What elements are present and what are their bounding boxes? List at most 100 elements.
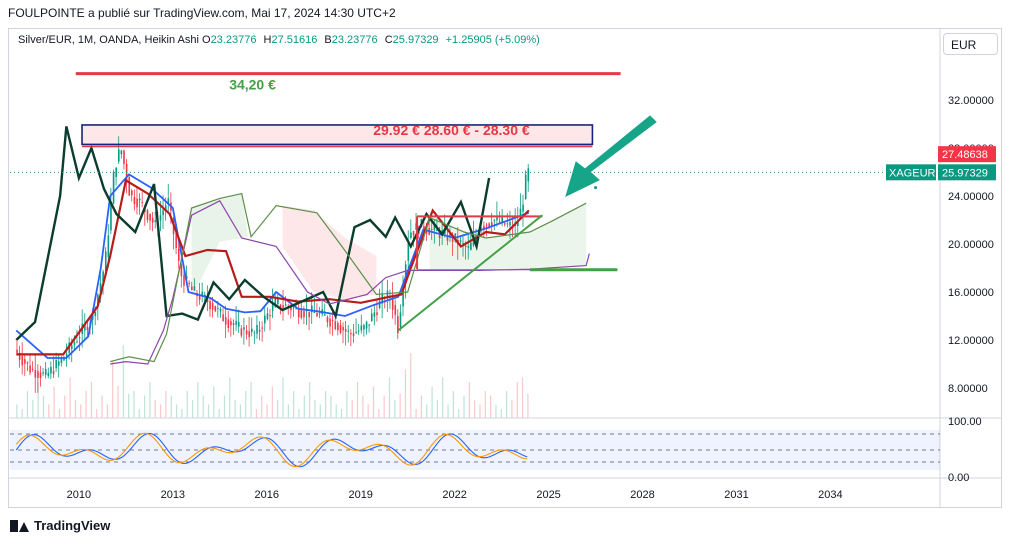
candle-body bbox=[399, 312, 402, 328]
volume-bar bbox=[277, 400, 279, 418]
volume-bar bbox=[479, 404, 481, 418]
candle-body bbox=[102, 271, 104, 283]
candle-body bbox=[441, 230, 444, 233]
volume-bar bbox=[410, 353, 412, 418]
volume-bar bbox=[207, 404, 210, 418]
volume-bar bbox=[303, 395, 305, 418]
candle-body bbox=[292, 307, 295, 309]
candle-body bbox=[230, 321, 232, 326]
candle-body bbox=[501, 217, 504, 223]
volume-bar bbox=[202, 395, 204, 418]
volume-bar bbox=[458, 409, 460, 418]
candle-body bbox=[141, 201, 144, 203]
price-tag-last-bg bbox=[938, 164, 996, 181]
candle-body bbox=[326, 317, 329, 323]
price-tick-label: 12.00000 bbox=[948, 335, 994, 347]
change-value: +1.25905 (+5.09%) bbox=[445, 34, 540, 46]
candle-body bbox=[433, 224, 436, 230]
candle-body bbox=[248, 331, 251, 337]
volume-bar bbox=[527, 393, 529, 418]
candle-body bbox=[284, 304, 287, 306]
candle-body bbox=[269, 314, 271, 316]
volume-bar bbox=[186, 391, 188, 418]
candle-body bbox=[391, 294, 394, 310]
volume-bar bbox=[255, 409, 258, 418]
volume-bar bbox=[128, 393, 130, 418]
volume-bar bbox=[436, 400, 438, 418]
volume-bar bbox=[144, 395, 146, 418]
candle-body bbox=[240, 328, 243, 336]
volume-histogram bbox=[16, 345, 529, 418]
close-label: C bbox=[384, 34, 393, 46]
price-tag-last: 25.97329 bbox=[942, 167, 988, 179]
candle-body bbox=[371, 313, 373, 322]
volume-bar bbox=[90, 382, 92, 418]
volume-bar bbox=[506, 391, 508, 418]
price-tick-label: 8.00000 bbox=[948, 383, 988, 395]
candle-body bbox=[256, 325, 258, 334]
symbol-description[interactable]: Silver/EUR, 1M, OANDA, Heikin Ashi bbox=[18, 34, 199, 46]
candle-body bbox=[519, 208, 522, 220]
volume-bar bbox=[234, 400, 236, 418]
candle-body bbox=[316, 313, 318, 317]
candle-body bbox=[115, 167, 117, 178]
volume-bar bbox=[159, 404, 162, 418]
candle-body bbox=[217, 308, 219, 310]
candle-body bbox=[303, 310, 305, 318]
candle-body bbox=[423, 226, 425, 231]
volume-bar bbox=[85, 391, 87, 418]
volume-bar bbox=[287, 404, 289, 418]
candle-body bbox=[180, 264, 183, 277]
candle-body bbox=[496, 216, 498, 221]
volume-bar bbox=[271, 386, 273, 418]
tradingview-logo[interactable]: TradingView bbox=[10, 518, 110, 533]
candle-body bbox=[339, 325, 342, 333]
candles bbox=[16, 136, 530, 393]
volume-bar bbox=[96, 409, 98, 418]
candle-body bbox=[253, 332, 256, 334]
candle-body bbox=[446, 234, 449, 241]
candle-body bbox=[211, 303, 214, 310]
volume-bar bbox=[80, 404, 82, 418]
volume-bar bbox=[442, 377, 444, 418]
kijun-line bbox=[15, 173, 530, 359]
tradingview-logo-icon bbox=[10, 519, 30, 532]
candle-body bbox=[451, 236, 454, 242]
volume-bar bbox=[335, 404, 337, 418]
volume-bar bbox=[32, 400, 34, 418]
volume-bar bbox=[309, 382, 311, 418]
candle-body bbox=[509, 221, 511, 226]
volume-bar bbox=[351, 400, 353, 418]
volume-bar bbox=[383, 395, 385, 418]
volume-bar bbox=[452, 391, 454, 418]
candle-body bbox=[504, 223, 506, 225]
symbol-tag-bg bbox=[886, 164, 936, 181]
volume-bar bbox=[48, 404, 50, 418]
currency-button[interactable]: EUR bbox=[943, 33, 998, 55]
volume-bar bbox=[213, 386, 215, 418]
candle-body bbox=[264, 315, 266, 324]
candle-body bbox=[73, 342, 76, 346]
volume-bar bbox=[394, 400, 396, 418]
volume-bar bbox=[426, 404, 428, 418]
volume-bar bbox=[521, 377, 524, 418]
candle-body bbox=[334, 321, 337, 330]
candle-body bbox=[237, 321, 240, 327]
low-label: B bbox=[324, 34, 332, 46]
candle-body bbox=[227, 319, 230, 329]
time-tick-label: 2016 bbox=[255, 489, 279, 501]
volume-bar bbox=[511, 400, 513, 418]
cloud-area bbox=[282, 205, 377, 300]
volume-bar bbox=[474, 400, 476, 418]
candle-body bbox=[112, 172, 115, 204]
volume-bar bbox=[468, 382, 470, 418]
volume-bar bbox=[223, 395, 226, 418]
high-value: 27.51616 bbox=[271, 34, 318, 46]
time-tick-label: 2010 bbox=[67, 489, 91, 501]
volume-bar bbox=[218, 409, 220, 418]
candle-body bbox=[154, 220, 157, 222]
candle-body bbox=[117, 149, 120, 162]
candle-body bbox=[21, 355, 24, 366]
target-zone-box bbox=[81, 124, 594, 146]
